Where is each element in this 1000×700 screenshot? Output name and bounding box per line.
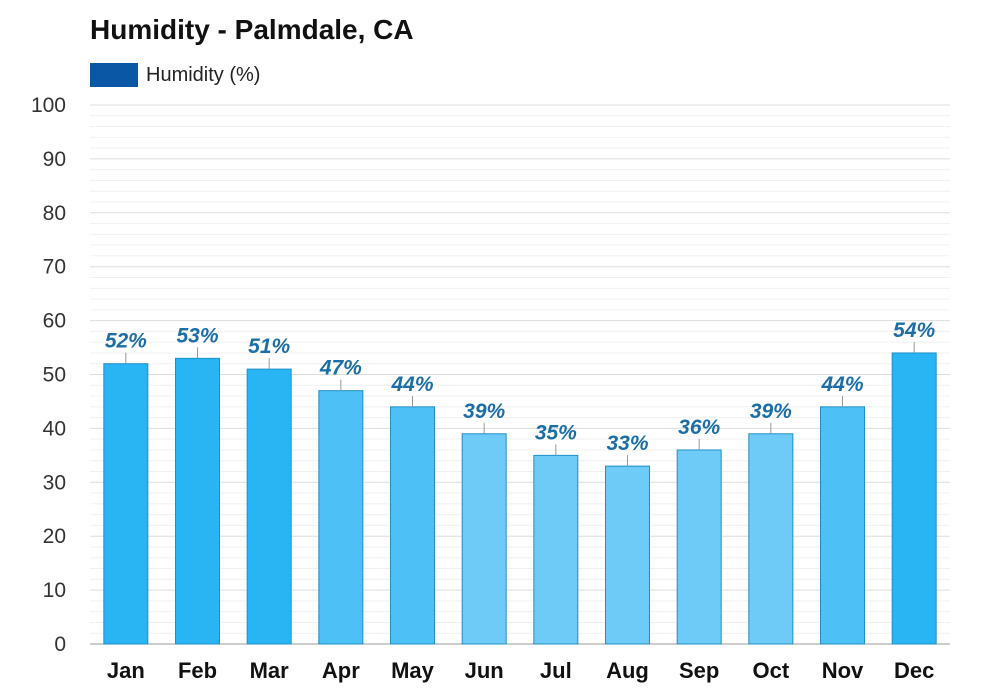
- y-tick-label: 10: [43, 579, 66, 602]
- legend-swatch: [90, 63, 138, 87]
- data-label: 47%: [319, 357, 362, 380]
- data-label: 51%: [248, 335, 290, 358]
- data-label: 53%: [176, 324, 218, 347]
- y-tick-label: 100: [31, 94, 66, 117]
- bar: [390, 406, 435, 645]
- data-label: 36%: [678, 416, 720, 439]
- data-label: 39%: [750, 400, 792, 423]
- y-tick-label: 20: [43, 525, 66, 548]
- data-label: 44%: [390, 373, 433, 396]
- x-tick-label: Jun: [465, 658, 504, 683]
- x-tick-label: Nov: [822, 658, 864, 683]
- bar: [676, 449, 722, 645]
- bar: [748, 433, 794, 645]
- legend: Humidity (%): [90, 62, 260, 88]
- x-tick-label: Jul: [540, 658, 572, 683]
- bar: [318, 390, 364, 645]
- bar: [820, 406, 865, 645]
- y-tick-label: 80: [43, 202, 66, 225]
- bar: [533, 454, 579, 645]
- x-tick-label: Apr: [322, 658, 360, 683]
- x-tick-label: May: [391, 658, 435, 683]
- data-label: 44%: [820, 373, 863, 396]
- bar: [175, 357, 220, 645]
- data-label: 52%: [105, 330, 147, 353]
- y-tick-label: 0: [54, 633, 66, 656]
- bar: [605, 465, 650, 645]
- bar: [891, 352, 937, 645]
- y-tick-label: 90: [43, 148, 66, 171]
- data-label: 33%: [606, 432, 648, 455]
- y-tick-label: 50: [43, 364, 66, 387]
- bar: [103, 363, 149, 645]
- data-label: 39%: [463, 400, 505, 423]
- bar: [246, 368, 292, 645]
- x-tick-label: Jan: [107, 658, 145, 683]
- x-tick-label: Oct: [752, 658, 789, 683]
- legend-label: Humidity (%): [146, 63, 261, 86]
- x-tick-label: Dec: [894, 658, 934, 683]
- x-tick-label: Aug: [606, 658, 649, 683]
- chart-title: Humidity - Palmdale, CA: [90, 14, 414, 45]
- y-tick-label: 40: [43, 417, 66, 440]
- y-tick-label: 60: [43, 310, 66, 333]
- x-tick-label: Feb: [178, 658, 217, 683]
- data-label: 35%: [535, 421, 577, 444]
- y-tick-label: 30: [43, 471, 66, 494]
- x-tick-label: Mar: [250, 658, 290, 683]
- x-tick-label: Sep: [679, 658, 719, 683]
- data-label: 54%: [893, 319, 935, 342]
- y-tick-label: 70: [43, 256, 66, 279]
- bar: [461, 433, 507, 645]
